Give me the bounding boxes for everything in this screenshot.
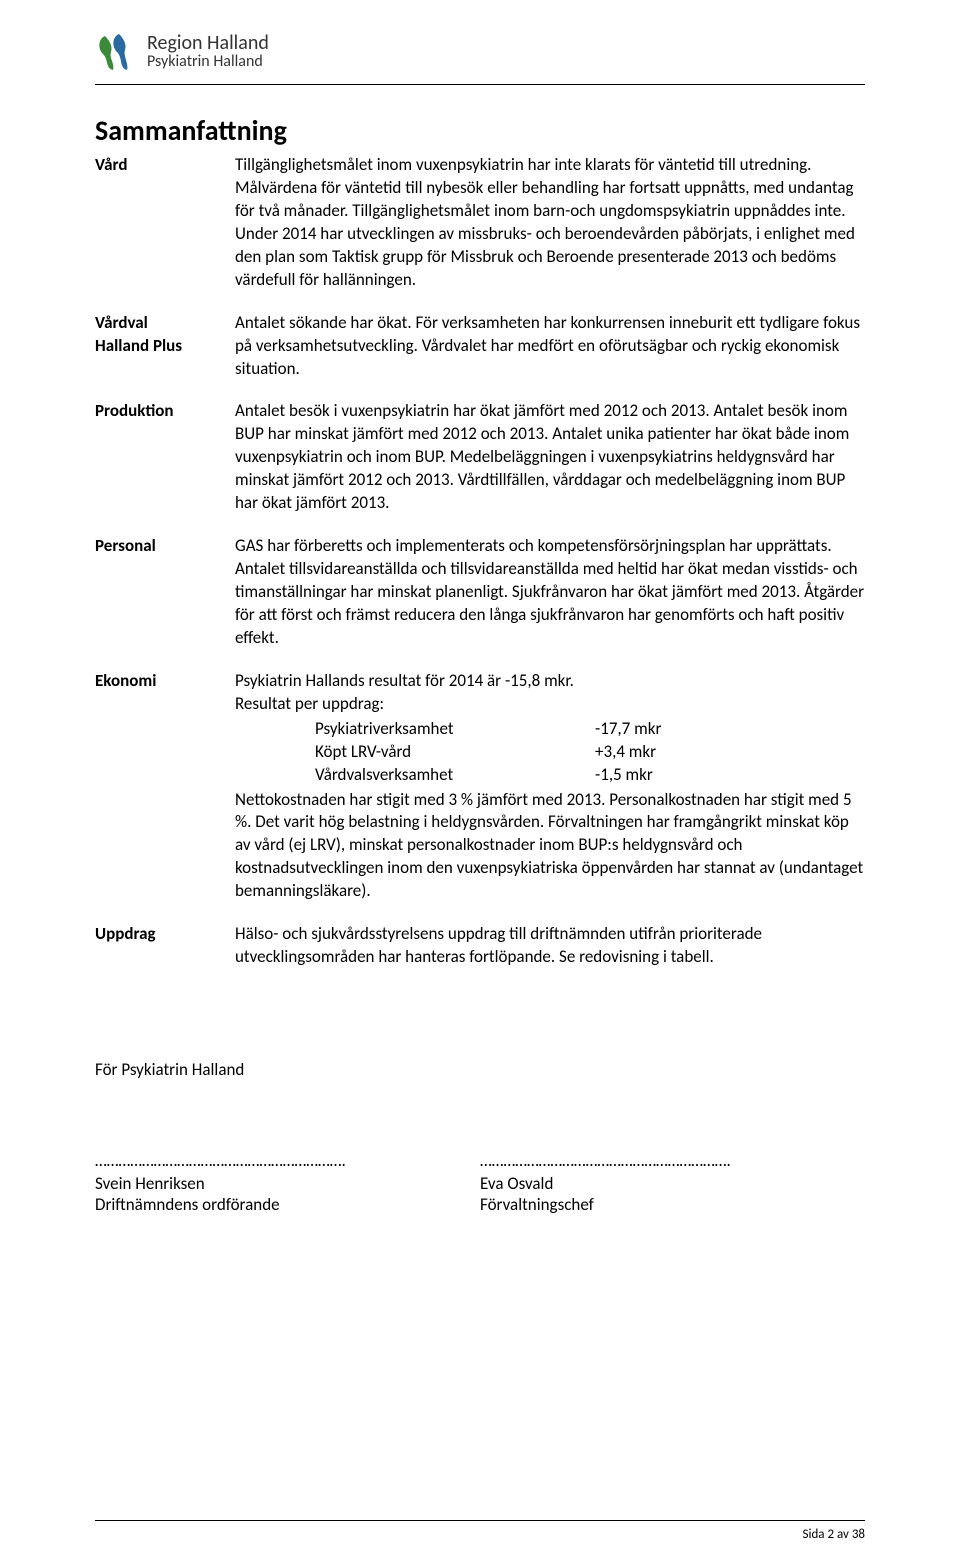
- result-key: Köpt LRV-vård: [315, 741, 595, 764]
- section-body: GAS har förberetts och implementerats oc…: [235, 535, 865, 650]
- signatory-title: Driftnämndens ordförande: [95, 1194, 480, 1215]
- signature-line: ……………………………………………………….: [95, 1150, 480, 1171]
- signatory-title: Förvaltningschef: [480, 1194, 865, 1215]
- result-row: Vårdvalsverksamhet -1,5 mkr: [315, 764, 865, 787]
- signature-block: För Psykiatrin Halland ………………………………………………: [95, 1059, 865, 1215]
- result-value: -1,5 mkr: [595, 764, 715, 787]
- signatory-name: Eva Osvald: [480, 1173, 865, 1194]
- section-vard: Vård Tillgänglighetsmålet inom vuxenpsyk…: [95, 154, 865, 292]
- logo-text: Region Halland Psykiatrin Halland: [147, 33, 269, 71]
- page-header: Region Halland Psykiatrin Halland: [95, 30, 865, 85]
- section-uppdrag: Uppdrag Hälso- och sjukvårdsstyrelsens u…: [95, 923, 865, 969]
- result-value: -17,7 mkr: [595, 718, 715, 741]
- ekonomi-lead: Psykiatrin Hallands resultat för 2014 är…: [235, 670, 865, 693]
- page-title: Sammanfattning: [95, 113, 865, 148]
- section-label: Uppdrag: [95, 923, 235, 969]
- signature-line: ……………………………………………………….: [480, 1150, 865, 1171]
- section-body: Antalet sökande har ökat. För verksamhet…: [235, 312, 865, 381]
- section-label: Ekonomi: [95, 670, 235, 903]
- section-label: Personal: [95, 535, 235, 650]
- body-text: Tillgänglighetsmålet inom vuxenpsykiatri…: [235, 154, 865, 292]
- section-body: Tillgänglighetsmålet inom vuxenpsykiatri…: [235, 154, 865, 292]
- body-text: Antalet sökande har ökat. För verksamhet…: [235, 312, 865, 381]
- section-label: Produktion: [95, 400, 235, 515]
- signatory-name: Svein Henriksen: [95, 1173, 480, 1194]
- document-page: Region Halland Psykiatrin Halland Samman…: [0, 0, 960, 1567]
- page-number: Sida 2 av 38: [803, 1527, 865, 1542]
- body-text: GAS har förberetts och implementerats oc…: [235, 535, 865, 650]
- region-halland-logo-icon: [95, 30, 139, 74]
- section-body: Psykiatrin Hallands resultat för 2014 är…: [235, 670, 865, 903]
- section-body: Hälso- och sjukvårdsstyrelsens uppdrag t…: [235, 923, 865, 969]
- section-label: Vård: [95, 154, 235, 292]
- ekonomi-results-table: Psykiatriverksamhet -17,7 mkr Köpt LRV-v…: [315, 718, 865, 787]
- signature-right: ………………………………………………………. Eva Osvald Förval…: [480, 1150, 865, 1215]
- logo-unit-name: Psykiatrin Halland: [147, 54, 269, 71]
- logo-org-name: Region Halland: [147, 33, 269, 54]
- result-key: Psykiatriverksamhet: [315, 718, 595, 741]
- signature-intro: För Psykiatrin Halland: [95, 1059, 865, 1080]
- section-vardval: Vårdval Halland Plus Antalet sökande har…: [95, 312, 865, 381]
- result-row: Psykiatriverksamhet -17,7 mkr: [315, 718, 865, 741]
- ekonomi-results-label: Resultat per uppdrag:: [235, 693, 865, 716]
- result-value: +3,4 mkr: [595, 741, 715, 764]
- signature-left: ………………………………………………………. Svein Henriksen D…: [95, 1150, 480, 1215]
- label-line2: Halland Plus: [95, 335, 182, 356]
- section-produktion: Produktion Antalet besök i vuxenpsykiatr…: [95, 400, 865, 515]
- page-footer: Sida 2 av 38: [95, 1520, 865, 1542]
- section-label: Vårdval Halland Plus: [95, 312, 235, 381]
- body-text: Hälso- och sjukvårdsstyrelsens uppdrag t…: [235, 923, 865, 969]
- section-personal: Personal GAS har förberetts och implemen…: [95, 535, 865, 650]
- section-ekonomi: Ekonomi Psykiatrin Hallands resultat för…: [95, 670, 865, 903]
- section-body: Antalet besök i vuxenpsykiatrin har ökat…: [235, 400, 865, 515]
- label-line1: Vårdval: [95, 312, 148, 333]
- ekonomi-tail: Nettokostnaden har stigit med 3 % jämför…: [235, 789, 865, 904]
- body-text: Antalet besök i vuxenpsykiatrin har ökat…: [235, 400, 865, 515]
- result-key: Vårdvalsverksamhet: [315, 764, 595, 787]
- result-row: Köpt LRV-vård +3,4 mkr: [315, 741, 865, 764]
- signature-row: ………………………………………………………. Svein Henriksen D…: [95, 1150, 865, 1215]
